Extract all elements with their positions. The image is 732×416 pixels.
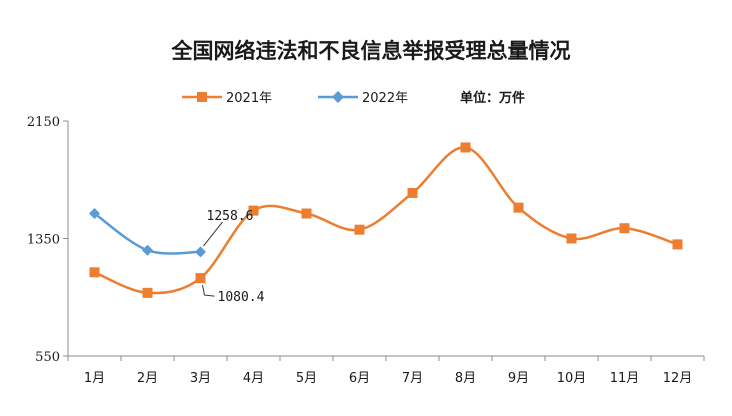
x-tick-label: 8月 bbox=[455, 371, 476, 386]
legend: 2021年 2022年 单位：万件 bbox=[182, 90, 525, 106]
legend-marker-2021 bbox=[197, 92, 207, 102]
data-point bbox=[407, 187, 418, 198]
legend-item-2021: 2021年 bbox=[182, 91, 272, 106]
legend-marker-2022 bbox=[332, 91, 344, 103]
annotation-label: 1258.6 bbox=[207, 209, 254, 224]
data-point bbox=[248, 205, 259, 216]
x-tick-label: 7月 bbox=[402, 371, 423, 386]
x-tick-label: 9月 bbox=[508, 371, 529, 386]
data-point bbox=[195, 273, 206, 284]
x-tick-label: 10月 bbox=[557, 371, 587, 386]
annotation-leader bbox=[203, 221, 223, 247]
data-point bbox=[142, 244, 153, 256]
x-tick-label: 11月 bbox=[610, 371, 640, 386]
data-point bbox=[89, 208, 100, 220]
chart-title: 全国网络违法和不良信息举报受理总量情况 bbox=[171, 38, 571, 63]
unit-label: 单位：万件 bbox=[460, 90, 525, 106]
x-tick-label: 1月 bbox=[84, 371, 105, 386]
data-point bbox=[513, 202, 524, 213]
legend-label-2022: 2022年 bbox=[362, 91, 408, 106]
y-tick-label: 2150 bbox=[27, 115, 60, 130]
annotation-label: 1080.4 bbox=[218, 290, 265, 305]
data-point bbox=[566, 233, 577, 244]
x-tick-label: 6月 bbox=[349, 371, 370, 386]
series-layer bbox=[89, 142, 683, 298]
data-point bbox=[354, 224, 365, 235]
y-tick-label: 550 bbox=[35, 350, 60, 365]
data-point bbox=[195, 246, 206, 258]
legend-label-2021: 2021年 bbox=[226, 91, 272, 106]
y-tick-label: 1350 bbox=[27, 233, 60, 248]
data-point bbox=[460, 142, 471, 153]
x-tick-label: 3月 bbox=[190, 371, 211, 386]
x-tick-label: 4月 bbox=[243, 371, 264, 386]
data-point bbox=[619, 223, 630, 234]
data-point bbox=[89, 267, 100, 278]
x-tick-label: 5月 bbox=[296, 371, 317, 386]
annotation-leader bbox=[202, 284, 215, 297]
x-tick-label: 12月 bbox=[663, 371, 693, 386]
legend-item-2022: 2022年 bbox=[318, 91, 408, 106]
data-point bbox=[142, 287, 153, 298]
data-point bbox=[672, 239, 683, 250]
series-line-0 bbox=[94, 146, 678, 295]
annotations: 1258.6 1080.4 bbox=[202, 209, 265, 305]
axes: 550 1350 2150 1月 2月 3月 4月 5月 6月 7月 8月 9月 10月 11月 12月 bbox=[27, 115, 705, 386]
data-point bbox=[301, 208, 312, 219]
x-tick-label: 2月 bbox=[137, 371, 158, 386]
